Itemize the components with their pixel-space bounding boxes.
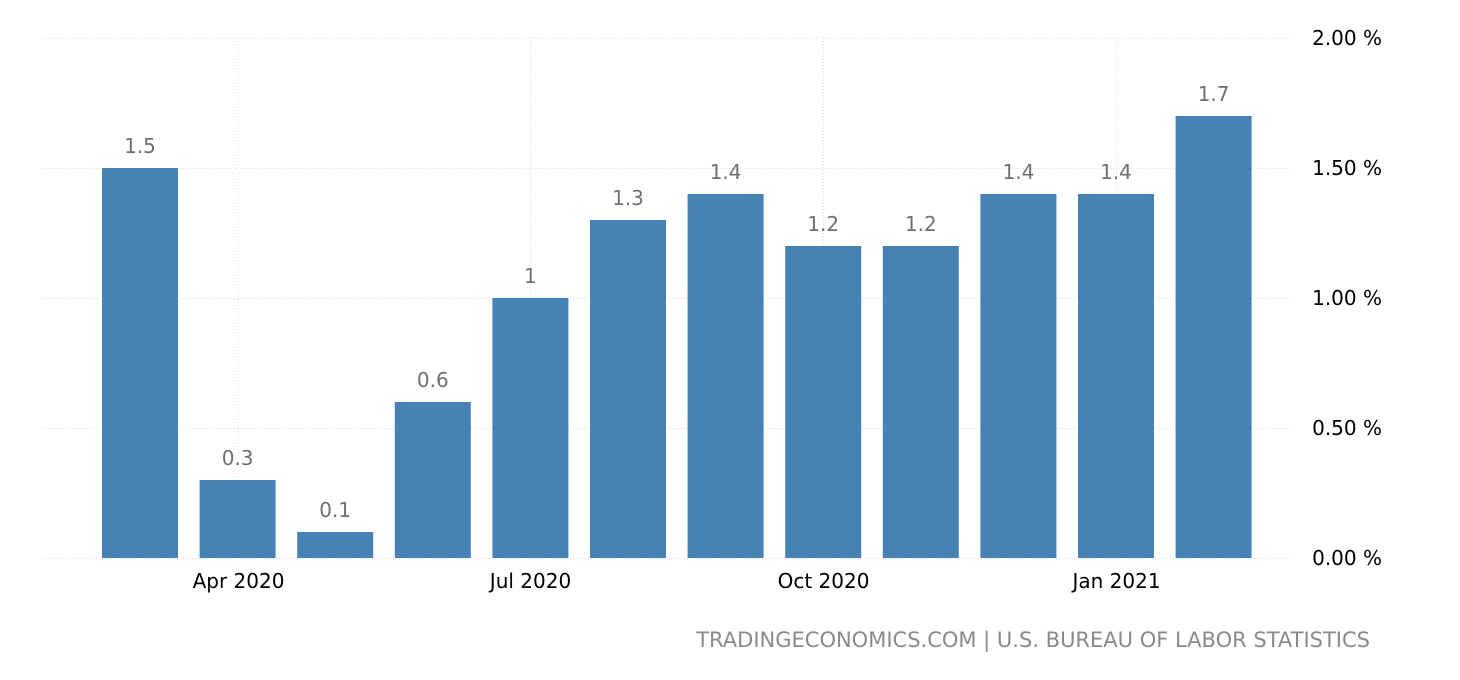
x-tick-label: Jan 2021: [1070, 569, 1160, 593]
bar: [882, 246, 959, 558]
y-axis: 0.00 % 0.50 % 1.00 % 1.50 % 2.00 %: [1312, 26, 1382, 570]
bar: [1078, 194, 1154, 558]
bar-value-label: 0.1: [319, 498, 351, 522]
bar: [687, 194, 764, 558]
bar: [297, 532, 374, 558]
bar: [785, 246, 862, 558]
bar-value-label: 0.6: [417, 368, 449, 392]
bar-value-label: 1.5: [124, 134, 156, 158]
source-attribution: TRADINGECONOMICS.COM | U.S. BUREAU OF LA…: [696, 628, 1370, 652]
bar: [199, 480, 276, 558]
bar-value-label: 1.4: [1002, 160, 1034, 184]
x-tick-label: Apr 2020: [193, 569, 285, 593]
bar-value-label: 1.2: [905, 212, 937, 236]
bar-value-label: 1.4: [1100, 160, 1132, 184]
bar-value-label: 1.2: [807, 212, 839, 236]
value-labels-layer: 1.5 0.3 0.1 0.6 1 1.3 1.4 1.2 1.2 1.4 1.4 1.7: [124, 82, 1229, 522]
y-tick-label: 0.50 %: [1312, 416, 1382, 440]
y-tick-label: 0.00 %: [1312, 546, 1382, 570]
y-tick-label: 1.00 %: [1312, 286, 1382, 310]
bar: [492, 298, 569, 558]
bar-value-label: 1.3: [612, 186, 644, 210]
x-tick-label: Jul 2020: [488, 569, 571, 593]
bar: [1175, 116, 1252, 558]
y-tick-label: 1.50 %: [1312, 156, 1382, 180]
bar: [980, 194, 1057, 558]
bar-value-label: 1: [524, 264, 537, 288]
bar-value-label: 1.7: [1198, 82, 1230, 106]
bar-value-label: 1.4: [710, 160, 742, 184]
x-axis: Apr 2020 Jul 2020 Oct 2020 Jan 2021: [193, 569, 1161, 593]
y-tick-label: 2.00 %: [1312, 26, 1382, 50]
bar: [394, 402, 471, 558]
bar: [102, 168, 178, 558]
bars-layer: [102, 116, 1252, 558]
x-tick-label: Oct 2020: [778, 569, 870, 593]
bar: [590, 220, 666, 558]
bar-value-label: 0.3: [222, 446, 254, 470]
